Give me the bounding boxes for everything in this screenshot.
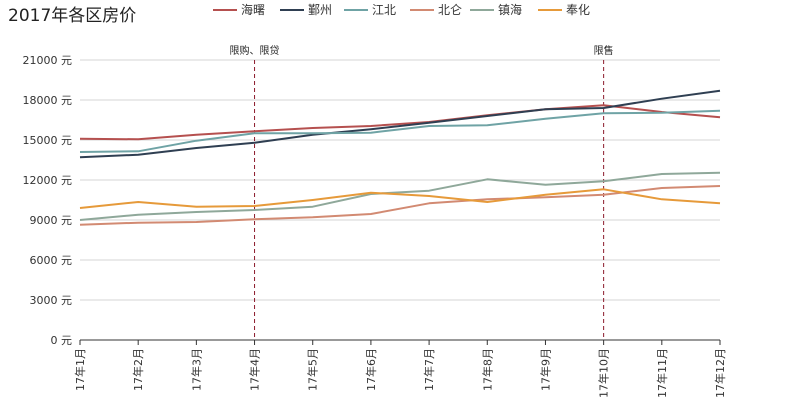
series-line-海曙 <box>79 104 721 141</box>
series-line-奉化 <box>79 188 721 209</box>
y-tick-label: 9000 元 <box>30 214 73 227</box>
x-tick-label: 17年4月 <box>248 348 262 391</box>
series-line-镇海 <box>79 171 721 221</box>
x-tick-label: 17年7月 <box>422 348 436 391</box>
legend-label: 鄞州 <box>308 3 332 17</box>
x-tick-label: 17年5月 <box>306 348 320 391</box>
x-tick-label: 17年1月 <box>73 348 87 391</box>
legend-item[interactable]: 奉化 <box>538 3 590 17</box>
series-group <box>79 89 721 226</box>
x-tick-label: 17年11月 <box>655 348 669 398</box>
series-line-江北 <box>79 109 721 153</box>
x-tick-label: 17年2月 <box>131 348 145 391</box>
x-tick-label: 17年6月 <box>364 348 378 391</box>
legend: 海曙 鄞州 江北 北仑 镇海 奉化 <box>213 2 590 17</box>
y-tick-label: 6000 元 <box>30 254 73 267</box>
x-tick-label: 17年3月 <box>189 348 203 391</box>
y-tick-label: 3000 元 <box>30 294 73 307</box>
x-tick-label: 17年10月 <box>597 348 611 398</box>
x-tick-label: 17年8月 <box>480 348 494 391</box>
x-tick-label: 17年12月 <box>713 348 727 398</box>
annotation-label: 限售 <box>594 44 614 57</box>
grid <box>80 59 720 301</box>
y-tick-label: 21000 元 <box>23 54 73 67</box>
y-tick-label: 15000 元 <box>23 134 73 147</box>
y-tick-label: 0 元 <box>51 334 73 347</box>
legend-item[interactable]: 鄞州 <box>280 3 332 17</box>
axes: 0 元 3000 元 6000 元 9000 元 12000 元 15000 元 18000… <box>23 54 728 398</box>
y-tick-label: 18000 元 <box>23 94 73 107</box>
annotations: 限购、限贷 限售 <box>230 44 614 340</box>
legend-label: 奉化 <box>566 3 590 17</box>
legend-label: 海曙 <box>241 2 265 17</box>
legend-item[interactable]: 镇海 <box>470 2 522 17</box>
legend-label: 镇海 <box>498 2 522 17</box>
legend-item[interactable]: 海曙 <box>213 2 265 17</box>
legend-item[interactable]: 江北 <box>344 3 396 17</box>
legend-label: 北仑 <box>438 3 462 17</box>
annotation-label: 限购、限贷 <box>230 44 280 57</box>
y-tick-label: 12000 元 <box>23 174 73 187</box>
series-line-鄞州 <box>79 89 721 159</box>
x-tick-label: 17年9月 <box>538 348 552 391</box>
legend-label: 江北 <box>372 3 396 17</box>
legend-item[interactable]: 北仑 <box>410 3 462 17</box>
chart-title: 2017年各区房价 <box>8 6 136 26</box>
series-line-北仑 <box>79 185 721 226</box>
